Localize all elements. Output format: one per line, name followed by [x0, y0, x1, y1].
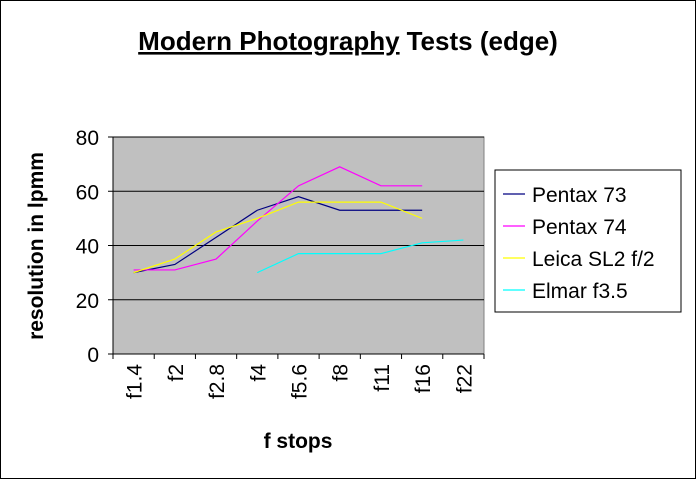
y-tick-label: 40	[76, 236, 99, 259]
legend-box	[494, 169, 682, 313]
legend-label: Elmar f3.5	[532, 280, 628, 303]
x-tick-label: f1.4	[124, 364, 147, 399]
series-line	[133, 201, 423, 274]
x-tick-label: f11	[371, 364, 394, 392]
x-tick-label: f16	[412, 364, 435, 393]
chart-title: Modern Photography Tests (edge)	[138, 26, 558, 56]
legend-label: Leica SL2 f/2	[532, 248, 655, 271]
title-underlined: Modern Photography	[138, 26, 400, 56]
y-tick-label: 20	[76, 290, 99, 313]
x-tick-label: f22	[453, 364, 476, 393]
x-tick-label: f2.8	[206, 364, 229, 399]
x-tick-label: f8	[330, 364, 353, 382]
legend-label: Pentax 73	[532, 184, 627, 207]
x-tick-label: f4	[247, 364, 270, 382]
legend-label: Pentax 74	[532, 216, 627, 239]
y-tick-label: 60	[76, 181, 99, 204]
y-axis-label: resolution in lpmm	[25, 152, 48, 340]
y-tick-label: 0	[87, 344, 99, 367]
x-axis-label: f stops	[264, 430, 333, 453]
x-tick-label: f5.6	[289, 364, 312, 399]
series-line	[133, 166, 423, 271]
series-line	[257, 239, 464, 274]
title-rest: Tests (edge)	[407, 26, 558, 56]
y-tick-label: 80	[76, 127, 99, 150]
x-tick-label: f2	[165, 364, 188, 382]
